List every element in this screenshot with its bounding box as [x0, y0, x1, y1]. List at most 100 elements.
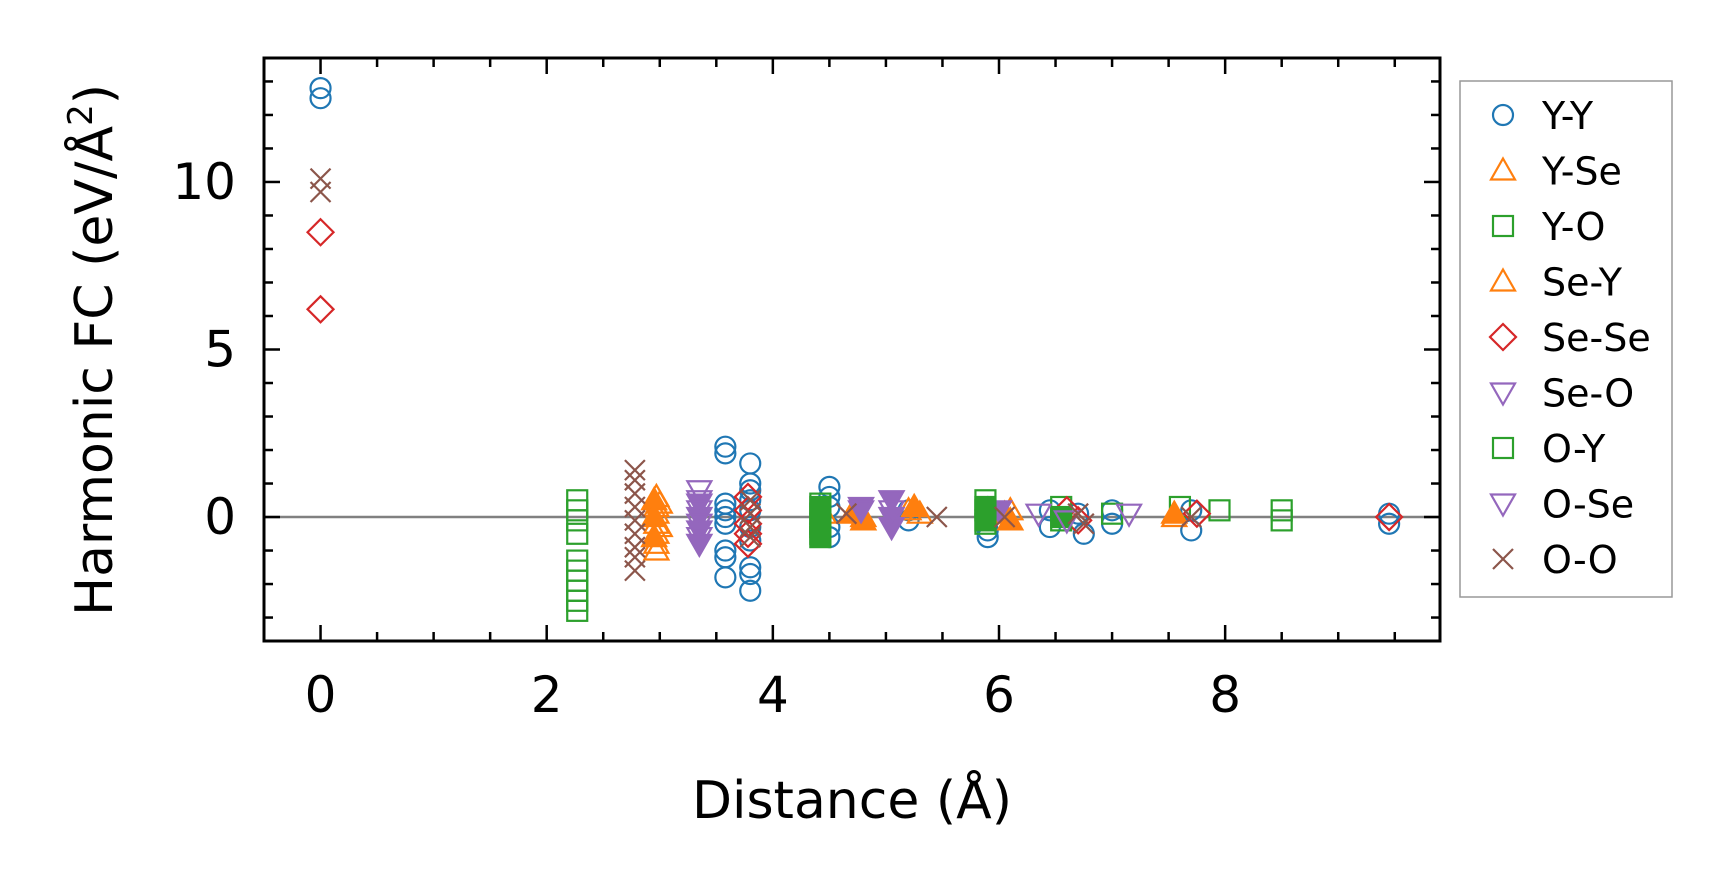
- data-point: [566, 522, 589, 545]
- legend-label: O-O: [1542, 538, 1618, 582]
- data-point: [640, 522, 669, 548]
- legend-entry: O-Se: [1489, 483, 1634, 527]
- x-tick-label: 6: [983, 666, 1015, 724]
- legend-marker: [1489, 156, 1517, 181]
- data-point: [685, 527, 714, 552]
- data-point: [1115, 503, 1143, 528]
- data-point: [685, 513, 714, 538]
- legend-marker: [1489, 493, 1517, 518]
- data-point: [739, 579, 762, 602]
- legend-entry: Se-Se: [1488, 316, 1651, 360]
- data-point: [809, 526, 832, 549]
- data-point: [739, 556, 762, 579]
- data-point: [1270, 509, 1293, 532]
- legend-box: [1459, 80, 1673, 598]
- legend-label: Se-Y: [1542, 261, 1623, 305]
- legend-entry: Se-O: [1489, 372, 1634, 416]
- data-point: [1180, 506, 1203, 528]
- y-tick-label: 5: [204, 321, 236, 379]
- data-point: [1052, 510, 1081, 535]
- data-point: [714, 505, 737, 529]
- legend-entry: Y-Y: [1491, 94, 1594, 138]
- y-tick-label: 10: [172, 153, 236, 211]
- data-point: [835, 502, 858, 525]
- axis-ticks: [264, 58, 1440, 641]
- legend-entry: Y-O: [1491, 205, 1605, 249]
- x-tick-label: 8: [1209, 666, 1241, 724]
- data-point: [309, 87, 332, 110]
- legend-marker: [1491, 214, 1515, 238]
- data-point: [1208, 499, 1231, 522]
- legend-entry: O-O: [1492, 538, 1618, 582]
- plot-frame: [262, 56, 1442, 643]
- x-tick-label: 4: [757, 666, 789, 724]
- data-markers: [305, 77, 1404, 622]
- y-axis-label-main: Harmonic FC (eV/Å: [63, 125, 125, 616]
- y-axis-label-superscript: 2: [61, 104, 101, 126]
- data-point: [877, 516, 906, 542]
- data-point: [877, 500, 906, 525]
- data-point: [642, 536, 671, 561]
- data-point: [714, 442, 737, 465]
- data-point: [847, 496, 875, 522]
- legend-marker: [1491, 436, 1515, 460]
- series-o-se: [685, 480, 1143, 552]
- data-point: [926, 506, 948, 528]
- data-point: [624, 459, 646, 481]
- data-point: [739, 472, 762, 495]
- data-point: [809, 495, 832, 519]
- data-point: [739, 452, 762, 475]
- data-point: [714, 435, 737, 458]
- data-point: [974, 509, 997, 532]
- legend-label: Y-Y: [1541, 94, 1594, 138]
- data-point: [685, 500, 714, 525]
- data-point: [714, 539, 737, 562]
- data-point: [1378, 512, 1401, 535]
- data-point: [1374, 502, 1404, 532]
- y-tick-label: 0: [204, 488, 236, 546]
- axis-tick-labels: 0 2 4 6 8 0 5 10: [172, 153, 1241, 724]
- legend-label: Se-O: [1542, 372, 1634, 416]
- y-axis-label: Harmonic FC (eV/Å2): [61, 84, 125, 616]
- legend-marker: [1492, 548, 1514, 570]
- data-point: [309, 181, 332, 203]
- data-point: [566, 599, 589, 622]
- legend-marker: [1488, 322, 1518, 352]
- x-tick-label: 0: [305, 666, 337, 724]
- legend-marker: [1489, 267, 1517, 292]
- data-point: [624, 536, 646, 558]
- data-point: [1024, 503, 1053, 528]
- data-point: [1182, 499, 1212, 529]
- data-point: [900, 492, 929, 518]
- data-point: [566, 509, 589, 532]
- y-axis-label-close: ): [65, 84, 125, 104]
- data-point: [1160, 499, 1189, 524]
- data-point: [739, 526, 762, 548]
- data-point: [305, 294, 336, 324]
- data-point: [739, 489, 762, 512]
- data-point: [685, 533, 714, 559]
- series-o-o: [309, 167, 1203, 582]
- legend-label: Y-Se: [1541, 150, 1622, 194]
- data-point: [739, 562, 762, 586]
- data-point: [305, 217, 336, 247]
- data-point: [714, 566, 737, 589]
- legend-label: Se-Se: [1542, 316, 1651, 360]
- data-point: [993, 506, 1016, 528]
- legend-label: O-Se: [1542, 483, 1634, 527]
- legend: Y-Y Y-Se Y-O Se-Y Se-Se Se-O O-Y O-Se O-O: [1488, 94, 1651, 582]
- legend-entry: O-Y: [1491, 427, 1606, 471]
- legend-entry: Se-Y: [1489, 261, 1623, 305]
- x-tick-label: 2: [531, 666, 563, 724]
- legend-label: Y-O: [1541, 205, 1605, 249]
- x-axis-label: Distance (Å): [692, 769, 1012, 831]
- data-point: [1073, 512, 1095, 535]
- data-point: [739, 516, 762, 538]
- legend-marker: [1489, 382, 1517, 407]
- data-point: [624, 559, 646, 582]
- data-point: [847, 500, 875, 525]
- legend-label: O-Y: [1542, 427, 1606, 471]
- data-point: [1067, 502, 1089, 525]
